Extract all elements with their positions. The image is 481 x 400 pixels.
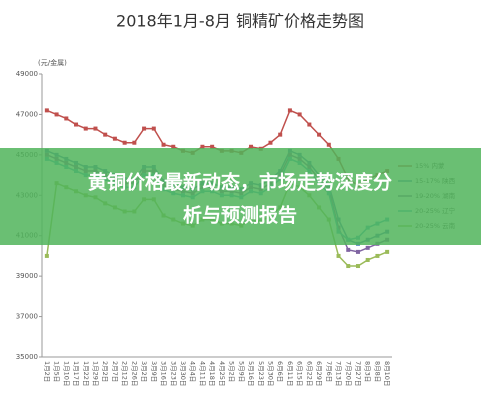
x-tick-label: 5月23日	[257, 361, 265, 386]
x-tick-label: 8月10日	[383, 361, 391, 386]
point	[112, 136, 117, 141]
point	[64, 116, 69, 121]
point	[122, 140, 127, 145]
point	[171, 144, 176, 149]
banner: 黄铜价格最新动态，市场走势深度分 析与预测报告	[0, 148, 481, 245]
point	[278, 132, 283, 137]
point	[355, 264, 360, 269]
point	[375, 253, 380, 258]
banner-band	[0, 148, 481, 245]
x-tick-label: 7月6日	[325, 361, 333, 382]
x-tick-label: 1月29日	[91, 361, 99, 386]
x-tick-label: 4月4日	[189, 361, 197, 382]
x-tick-label: 1月22日	[82, 361, 90, 386]
x-tick-label: 2月12日	[121, 361, 129, 386]
x-tick-label: 6月15日	[296, 361, 304, 386]
point	[93, 126, 98, 131]
x-tick-label: 2月26日	[130, 361, 138, 386]
x-tick-label: 1月2日	[43, 361, 51, 382]
point	[161, 142, 166, 147]
x-tick-label: 5月2日	[228, 361, 236, 382]
y-axis-label: (元/金属)	[38, 58, 67, 67]
point	[151, 126, 156, 131]
point	[307, 122, 312, 127]
point	[83, 126, 88, 131]
point	[346, 264, 351, 269]
point	[365, 245, 370, 250]
x-tick-label: 4月18日	[208, 361, 216, 386]
x-tick-label: 5月30日	[266, 361, 274, 386]
x-tick-label: 7月27日	[354, 361, 362, 386]
x-tick-label: 8月3日	[364, 361, 372, 382]
x-tick-label: 3月16日	[160, 361, 168, 386]
point	[297, 112, 302, 117]
x-tick-label: 1月17日	[72, 361, 80, 386]
x-tick-label: 2月7日	[111, 361, 119, 382]
banner-line: 黄铜价格最新动态，市场走势深度分	[88, 171, 392, 194]
y-tick-label: 35000	[16, 353, 38, 361]
x-tick-label: 6月22日	[305, 361, 313, 386]
y-tick-label: 37000	[16, 313, 38, 321]
x-tick-label: 3月30日	[179, 361, 187, 386]
point	[385, 249, 390, 254]
x-tick-label: 3月2日	[140, 361, 148, 382]
banner-line: 析与预测报告	[183, 204, 297, 227]
point	[132, 140, 137, 145]
x-tick-label: 3月23日	[169, 361, 177, 386]
x-tick-label: 7月13日	[335, 361, 343, 386]
point	[346, 247, 351, 252]
point	[249, 144, 254, 149]
x-tick-label: 6月11日	[286, 361, 294, 386]
point	[103, 132, 108, 137]
point	[317, 132, 322, 137]
point	[54, 112, 59, 117]
point	[326, 142, 331, 147]
point	[336, 253, 341, 258]
x-tick-label: 6月29日	[315, 361, 323, 386]
x-tick-label: 6月6日	[276, 361, 284, 382]
x-tick-label: 4月11日	[198, 361, 206, 386]
x-tick-label: 5月9日	[237, 361, 245, 382]
point	[355, 249, 360, 254]
point	[44, 108, 49, 113]
x-tick-label: 3月9日	[150, 361, 158, 382]
point	[365, 257, 370, 262]
x-tick-label: 5月16日	[247, 361, 255, 386]
chart-title: 2018年1月-8月 铜精矿价格走势图	[116, 12, 364, 31]
x-tick-label: 2月2日	[101, 361, 109, 382]
y-tick-label: 39000	[16, 272, 38, 280]
x-tick-label: 7月20日	[344, 361, 352, 386]
point	[210, 144, 215, 149]
point	[287, 108, 292, 113]
x-tick-label: 1月10日	[62, 361, 70, 386]
point	[142, 126, 147, 131]
point	[44, 253, 49, 258]
x-tick-label: 8月8日	[373, 361, 381, 382]
point	[74, 122, 79, 127]
x-tick-label: 1月5日	[53, 361, 61, 382]
y-tick-label: 49000	[16, 70, 38, 78]
y-tick-label: 47000	[16, 110, 38, 118]
point	[200, 144, 205, 149]
point	[268, 140, 273, 145]
x-tick-label: 4月25日	[218, 361, 226, 386]
